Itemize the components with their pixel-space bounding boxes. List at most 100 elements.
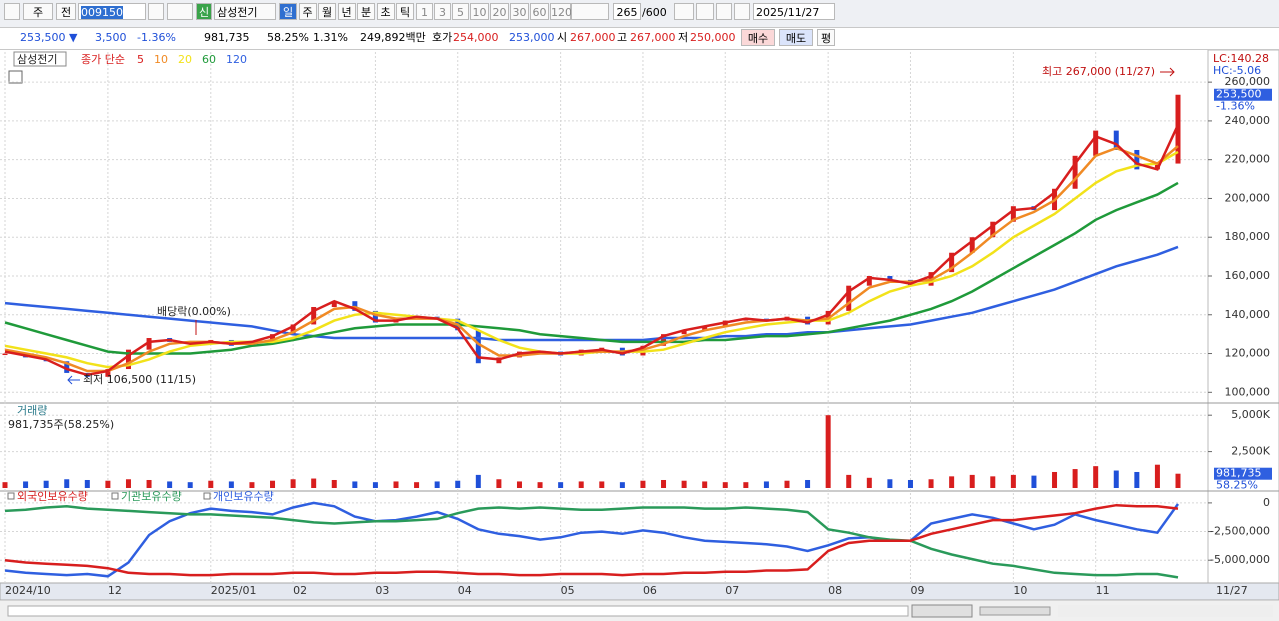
low-label: 저 [678,31,689,44]
interval-button[interactable]: 5 [452,3,469,20]
legend-prefix: 종가 단순 [81,53,125,66]
x-tick-label: 09 [910,584,924,597]
x-axis-strip [0,582,1279,601]
last-price-box [1214,88,1272,101]
candle [1093,130,1099,156]
ask: 254,000 [453,31,499,44]
tool-icon[interactable] [696,3,714,20]
last-volume-box [1214,467,1272,480]
amount: 249,892백만 [360,31,426,44]
y-tick-label: 100,000 [1225,385,1271,398]
volume-bar [640,480,646,488]
volume-bar [23,481,29,488]
series-line [4,505,1179,579]
scroll-buttons[interactable] [911,604,973,618]
x-tick-label: 07 [725,584,739,597]
volume-bar [249,482,255,488]
candle [1113,130,1119,150]
volume-bar [558,482,564,488]
volume-bar [352,481,358,488]
candle [64,361,70,373]
interval-button[interactable]: 30 [510,3,529,20]
volume-bar [414,482,420,488]
volume-bar [125,479,131,488]
volume-bar [372,482,378,488]
avg-button[interactable]: 평 [817,29,835,46]
y-tick-label: 220,000 [1225,153,1271,166]
stock-name[interactable]: 삼성전기 [214,3,276,20]
settings-icon[interactable] [734,3,750,20]
volume-bar [887,479,893,488]
period-unit[interactable]: 주 [23,3,53,20]
scroll-track[interactable] [7,605,909,617]
zoom-slider[interactable] [979,606,1051,616]
change-pct: -1.36% [137,31,176,44]
volume-pct: 58.25% [267,31,309,44]
chart-bg [0,50,1279,621]
annotation-low: 최저 106,500 (11/15) [83,373,196,386]
candle [1072,155,1078,189]
code-text: 009150 [81,6,123,19]
volume-bar [1031,475,1037,488]
search-icon[interactable] [148,3,164,20]
prev-button[interactable]: 전 [56,3,76,20]
sound-icon[interactable] [167,3,193,20]
legend-entry: 외국인보유수량 [17,490,88,503]
period-button[interactable]: 초 [376,3,395,20]
candle [475,330,481,364]
panel-title: 거래량 [17,404,47,417]
volume-bar [681,480,687,488]
count[interactable]: 265 [613,3,641,20]
title-box [13,51,67,67]
y-tick-label: 140,000 [1225,308,1271,321]
candle [661,334,667,346]
candle [681,330,687,335]
volume-bar [1175,473,1181,488]
code-input[interactable]: 009150 [78,3,146,20]
tool-icons[interactable] [1058,605,1273,617]
interval-button[interactable]: 1 [416,3,433,20]
y-tick-label: 180,000 [1225,230,1271,243]
period-button[interactable]: 분 [357,3,375,20]
y-tick-label: -5,000,000 [1210,553,1270,566]
chart-icon[interactable] [674,3,694,20]
save-icon[interactable] [716,3,732,20]
last-price: 253,500 [1216,88,1262,101]
period-button[interactable]: 틱 [396,3,414,20]
lc-label: LC:140.28 [1213,52,1269,65]
volume-bar [1010,474,1016,488]
legend-entry: 10 [154,53,168,66]
interval-button[interactable]: 3 [434,3,451,20]
table-icon[interactable] [8,70,23,84]
annotation-high: 최고 267,000 (11/27) [1042,65,1155,78]
candle [990,221,996,238]
volume-bar [969,474,975,488]
period-button[interactable]: 주 [298,3,317,20]
candle [311,307,317,325]
volume-bar [763,481,769,488]
x-end-label: 11/27 [1216,584,1248,597]
interval-button[interactable]: 60 [530,3,549,20]
interval-button[interactable]: 20 [490,3,509,20]
dropdown[interactable] [571,3,609,20]
volume: 981,735 [204,31,250,44]
volume-bar [167,481,173,488]
new-badge[interactable]: 신 [196,3,212,20]
period-button[interactable]: 월 [318,3,336,20]
interval-button[interactable]: 120 [550,3,572,20]
period-button[interactable]: 일 [279,3,297,20]
buy-button[interactable]: 매수 [741,29,775,46]
legend-entry: 개인보유수량 [213,490,274,503]
candle [331,301,337,308]
legend-entry: 5 [137,53,144,66]
interval-button[interactable]: 10 [470,3,489,20]
volume-bar [434,481,440,488]
y-tick-label: 2,500K [1231,445,1270,458]
series-line [4,501,1180,578]
menu-icon[interactable] [4,3,20,20]
period-button[interactable]: 년 [337,3,356,20]
legend-swatch [111,492,119,500]
date-input[interactable]: 2025/11/27 [753,3,835,20]
sell-button[interactable]: 매도 [779,29,813,46]
volume-bar [1113,470,1119,488]
